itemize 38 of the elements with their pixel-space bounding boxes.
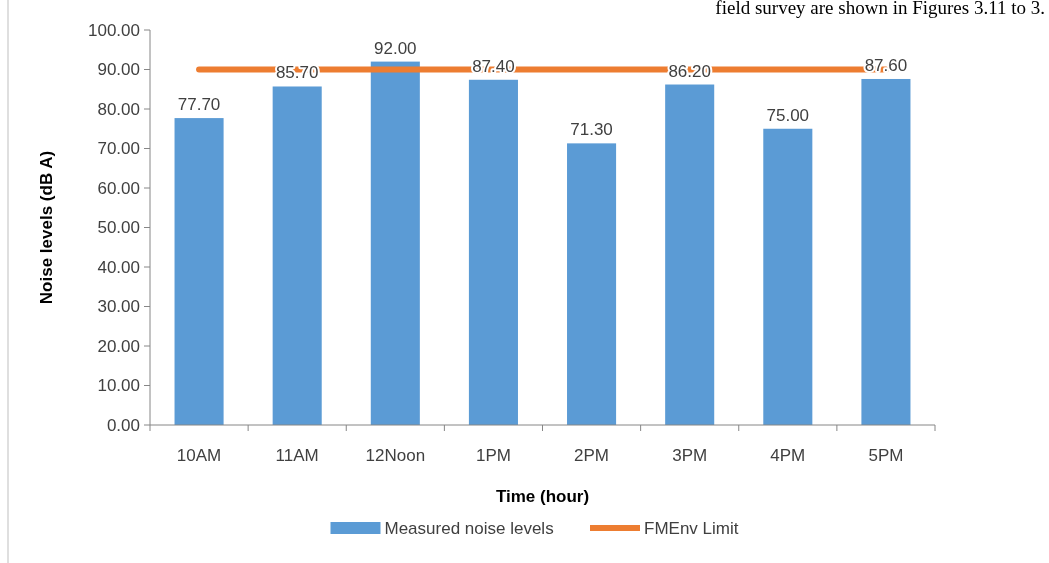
bar bbox=[665, 84, 715, 425]
x-axis-title: Time (hour) bbox=[495, 487, 590, 506]
y-tick-label: 30.00 bbox=[97, 297, 140, 317]
y-tick-label: 100.00 bbox=[88, 20, 140, 40]
data-label: 87.40 bbox=[472, 56, 515, 76]
bar bbox=[174, 118, 224, 425]
x-tick-label: 3PM bbox=[672, 446, 708, 465]
bar bbox=[272, 86, 322, 425]
y-tick-label: 60.00 bbox=[97, 178, 140, 198]
x-tick-label: 12Noon bbox=[365, 446, 426, 465]
bar bbox=[763, 128, 813, 425]
x-tick-label: 10AM bbox=[176, 446, 222, 465]
y-tick-label: 80.00 bbox=[97, 99, 140, 119]
bar bbox=[468, 79, 518, 425]
y-tick-label: 40.00 bbox=[97, 257, 140, 277]
bar bbox=[567, 143, 617, 425]
y-tick-label: 90.00 bbox=[97, 60, 140, 80]
bar bbox=[861, 78, 911, 425]
data-label: 77.70 bbox=[177, 95, 221, 115]
x-tick-label: 2PM bbox=[574, 446, 610, 465]
x-tick-label: 4PM bbox=[770, 446, 806, 465]
x-tick-label: 5PM bbox=[868, 446, 904, 465]
y-tick-label: 10.00 bbox=[97, 376, 140, 396]
data-label: 75.00 bbox=[766, 105, 810, 125]
legend-label: Measured noise levels bbox=[384, 518, 554, 538]
y-tick-label: 0.00 bbox=[106, 415, 140, 435]
x-tick-label: 1PM bbox=[475, 446, 511, 465]
bar bbox=[370, 61, 420, 425]
legend-label: FMEnv Limit bbox=[644, 518, 739, 538]
y-tick-label: 50.00 bbox=[97, 218, 140, 238]
x-tick-label: 11AM bbox=[275, 446, 319, 465]
data-label: 71.30 bbox=[570, 120, 613, 140]
data-label: 87.60 bbox=[864, 55, 908, 75]
y-tick-label: 20.00 bbox=[97, 336, 140, 356]
data-label: 92.00 bbox=[374, 38, 417, 58]
y-axis-title: Noise levels (dB A) bbox=[37, 150, 56, 305]
text: field survey are shown in Figures 3.11 to 3. bbox=[715, 0, 1045, 18]
y-tick-label: 70.00 bbox=[97, 139, 140, 159]
